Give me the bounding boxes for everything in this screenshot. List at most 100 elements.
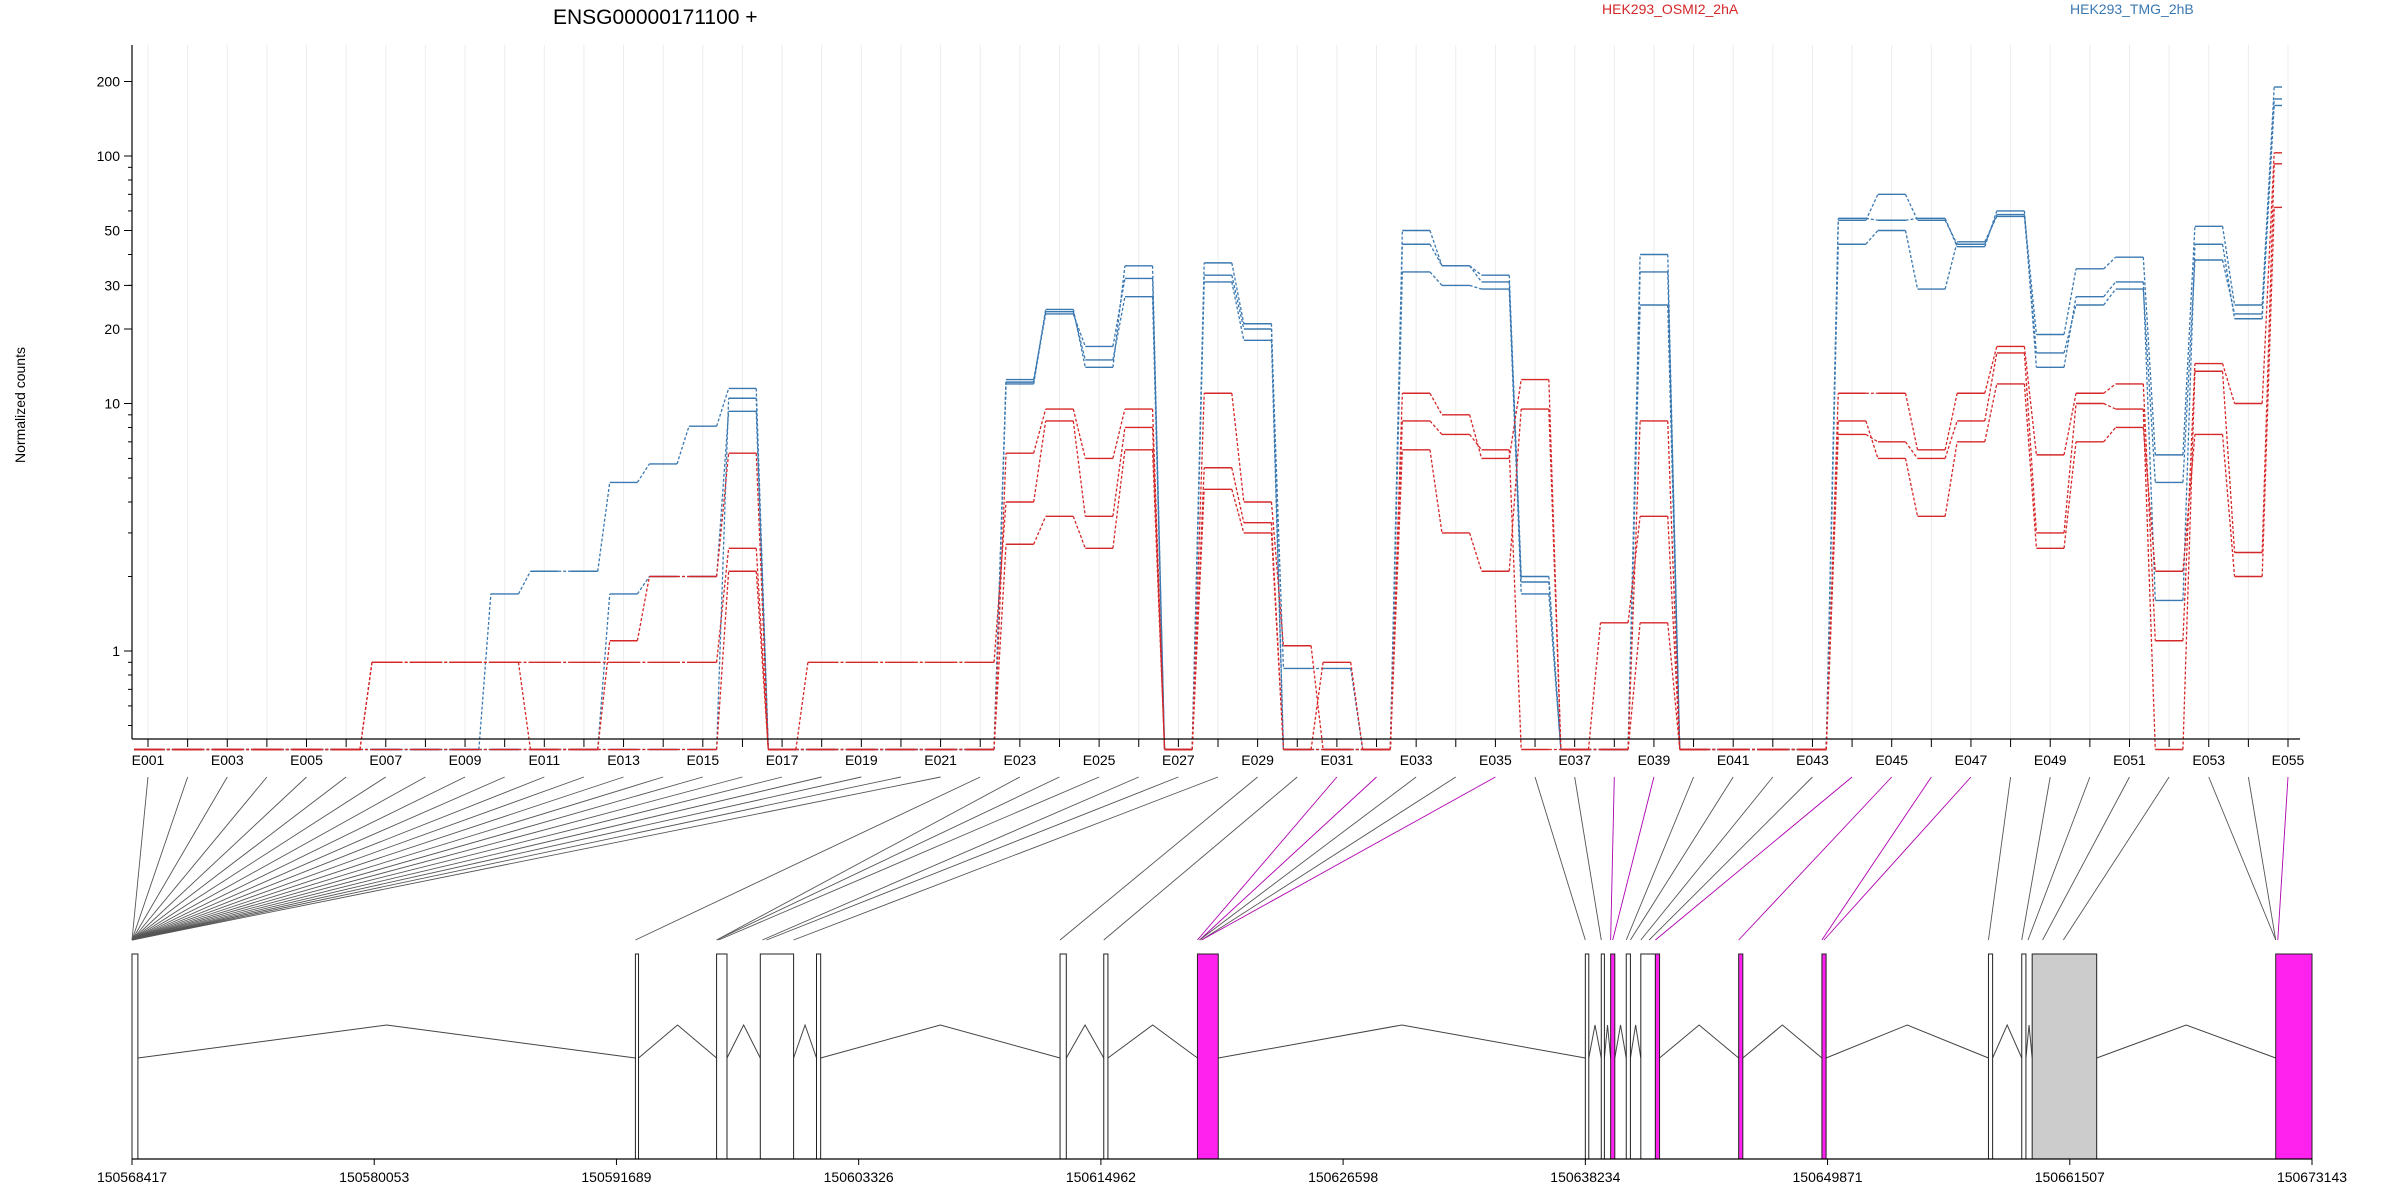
exon-connector: [2103, 383, 2117, 394]
exon-connector: [1469, 284, 1482, 290]
exon-connector: [1389, 420, 1403, 750]
exon-mapping-line: [793, 776, 1219, 941]
exon-connector: [1667, 516, 1681, 750]
exon-mapping-line: [1821, 776, 1932, 941]
exon-mapping-line: [131, 776, 743, 941]
exon-connector: [636, 463, 650, 483]
exon-box: [1625, 953, 1631, 1160]
exon-connector: [636, 576, 651, 641]
exon-connector: [1389, 393, 1403, 750]
exon-connector: [1429, 420, 1443, 435]
exon-tick-label: E003: [211, 752, 244, 768]
exon-connector: [359, 662, 373, 750]
exon-connector: [2182, 371, 2196, 750]
exon-mapping-line: [131, 776, 149, 941]
exon-connector: [1944, 393, 1958, 450]
exon-connector: [2063, 304, 2077, 354]
exon-mapping-line: [716, 776, 1060, 941]
exon-mapping-line: [131, 776, 703, 941]
y-axis: 1 10 20 30 50 100 200: [97, 45, 133, 739]
exon-mapping-line: [131, 776, 426, 941]
exon-box: [634, 953, 640, 1160]
exon-connector: [2261, 207, 2275, 577]
exon-connector: [1429, 243, 1443, 267]
exon-mapping-line: [2277, 776, 2289, 941]
exon-tick-label: E037: [1558, 752, 1591, 768]
exon-mapping-line: [131, 776, 664, 941]
exon-connector: [2142, 427, 2156, 572]
exon-connector: [1191, 393, 1205, 750]
exon-tick-label: E029: [1241, 752, 1274, 768]
exon-mapping-line: [131, 776, 466, 941]
exon-connector: [715, 453, 730, 577]
exon-tick-label: E049: [2034, 752, 2067, 768]
exon-connector: [2182, 226, 2196, 455]
exon-mapping-line: [1574, 776, 1602, 941]
y-axis-label: Normalized counts: [12, 347, 28, 463]
exon-connector: [1191, 467, 1205, 750]
exon-mapping-line: [131, 776, 387, 941]
exon-connector: [1033, 408, 1047, 454]
exon-connector: [2103, 281, 2117, 298]
exon-connector: [1865, 217, 1878, 221]
exon-mapping-line: [1059, 776, 1258, 941]
exon-tick-label: E017: [766, 752, 799, 768]
exon-connector: [1231, 393, 1245, 503]
exon-connector: [1667, 254, 1681, 750]
exon-connector: [1508, 408, 1522, 572]
exon-connector: [1904, 230, 1919, 290]
exon-connector: [2182, 259, 2196, 483]
exon-connector: [1825, 220, 1839, 750]
exon-connector: [2023, 210, 2038, 368]
exon-mapping-line: [1630, 776, 1734, 941]
exon-connector: [2023, 352, 2038, 533]
exon-tick-label: E015: [686, 752, 719, 768]
exon-connector: [1389, 230, 1403, 750]
exon-connector: [1429, 230, 1443, 267]
exon-connector: [1944, 218, 1958, 247]
genomic-tick-label: 150661507: [2035, 1169, 2105, 1185]
exon-connector: [517, 570, 532, 595]
exon-mapping-line: [131, 776, 505, 941]
exon-connector: [993, 453, 1007, 750]
series-HEK293_TMG_2hB: [134, 98, 2282, 751]
exon-box: [1610, 953, 1616, 1160]
exon-connector: [1231, 275, 1245, 330]
exon-mapping-line: [131, 776, 624, 941]
intron-line: [820, 1024, 1061, 1059]
exon-tick-label: E007: [369, 752, 402, 768]
exon-connector: [1231, 281, 1245, 341]
exon-box: [815, 953, 822, 1160]
exon-connector: [1231, 489, 1245, 534]
exon-tick-label: E053: [2192, 752, 2225, 768]
exon-connector: [1865, 420, 1879, 459]
exon-connector: [1548, 408, 1562, 750]
exon-connector: [1627, 516, 1641, 623]
y-tick-label: 100: [97, 148, 121, 164]
legend-label-osmi2: HEK293_OSMI2_2hA: [1602, 1, 1739, 17]
transcript-model: [131, 953, 2313, 1160]
exon-connector: [1944, 241, 1958, 290]
genomic-tick-label: 150614962: [1066, 1169, 1136, 1185]
exon-box: [1738, 953, 1744, 1160]
exon-connector: [1231, 467, 1245, 523]
y-tick-label: 200: [97, 73, 121, 89]
exon-connector: [1469, 265, 1483, 283]
exon-connector: [1904, 441, 1919, 459]
exon-connector: [2182, 244, 2196, 601]
exon-box: [2031, 953, 2098, 1160]
exon-connector: [1825, 393, 1839, 750]
exon-connector: [715, 411, 730, 577]
exon-connector: [1151, 265, 1166, 750]
exon-connector: [1429, 271, 1443, 286]
exon-connector: [1112, 278, 1126, 347]
exon-connector: [715, 548, 730, 663]
exon-mapping-line: [762, 776, 1139, 941]
exon-connector: [2182, 434, 2196, 572]
exon-connector: [1429, 392, 1443, 416]
intron-line: [1742, 1024, 1823, 1059]
intron-line: [1107, 1024, 1198, 1059]
exon-connector: [1072, 408, 1086, 459]
exon-connector: [1905, 217, 1918, 221]
exon-connector: [1270, 501, 1285, 646]
